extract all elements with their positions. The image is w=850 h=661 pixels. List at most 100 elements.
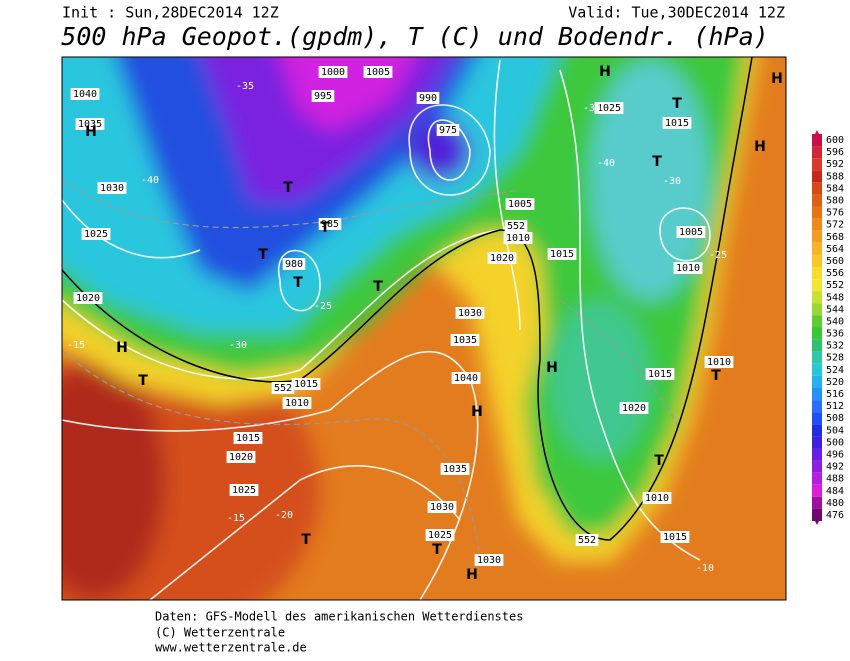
low-pressure-mark: T: [138, 373, 148, 389]
colorbar-label: 564: [826, 244, 844, 255]
init-time: Init : Sun,28DEC2014 12Z: [62, 4, 279, 22]
isobar-label-box: [450, 334, 480, 346]
colorbar-swatch: [812, 206, 822, 219]
colorbar-swatch: [812, 194, 822, 207]
isobar-label: 1010: [285, 398, 309, 409]
colorbar-swatch: [812, 460, 822, 473]
isobar-label-box: [504, 220, 528, 232]
isobar-label-box: [425, 529, 455, 541]
isobar-label: 1020: [622, 403, 646, 414]
isobar-label-box: [642, 492, 672, 504]
colorbar-swatch: [812, 351, 822, 364]
low-pressure-mark: T: [711, 368, 721, 384]
temperature-label: -10: [696, 563, 714, 574]
colorbar-label: 524: [826, 365, 844, 376]
isobar-label-box: [673, 262, 703, 274]
isobar-label-box: [97, 182, 127, 194]
colorbar-label: 504: [826, 425, 844, 436]
isobar-label: 1015: [294, 379, 318, 390]
colorbar-swatch: [812, 218, 822, 231]
colorbar-swatch: [812, 496, 822, 509]
colorbar-swatch: [812, 133, 822, 147]
isobar-label: 1005: [366, 67, 390, 78]
valid-time: Valid: Tue,30DEC2014 12Z: [568, 4, 785, 22]
colorbar-swatch: [812, 400, 822, 413]
colorbar-label: 532: [826, 341, 844, 352]
colorbar-label: 572: [826, 220, 844, 231]
isobar-label: 1035: [78, 119, 102, 130]
isobar-label-box: [575, 534, 599, 546]
isobar-label-box: [547, 248, 577, 260]
footer-url: www.wetterzentrale.de: [155, 641, 307, 655]
colorbar-swatch: [812, 170, 822, 183]
colorbar-swatch: [812, 291, 822, 304]
isobar-label: 1010: [506, 233, 530, 244]
colorbar-label: 548: [826, 292, 844, 303]
isobar-label: 975: [439, 125, 457, 136]
colorbar-label: 568: [826, 232, 844, 243]
colorbar-swatch: [812, 363, 822, 376]
low-pressure-mark: T: [301, 532, 311, 548]
isobar-label: 1015: [665, 118, 689, 129]
isobar-label-box: [676, 226, 706, 238]
colorbar-swatch: [812, 158, 822, 171]
map-field: 1040 1035 1030 1025 1020 1005 1000 995 990 985 980…: [62, 57, 786, 600]
isobar-label: 1030: [430, 502, 454, 513]
colorbar-swatch: [812, 182, 822, 195]
colorbar-swatch: [812, 472, 822, 485]
colorbar-label: 540: [826, 316, 844, 327]
isobar-label-box: [226, 451, 256, 463]
isobar-label-box: [455, 307, 485, 319]
colorbar-swatch: [812, 387, 822, 401]
isobar-label-box: [363, 66, 393, 78]
isobar-label: 1020: [76, 293, 100, 304]
colorbar-label: 492: [826, 462, 844, 473]
colorbar-swatch: [812, 303, 822, 316]
isobar-label-box: [704, 356, 734, 368]
colorbar-swatch: [812, 508, 822, 522]
temperature-label: -15: [227, 513, 245, 524]
isobar-label: 1020: [229, 452, 253, 463]
isobar-label-box: [474, 554, 504, 566]
colorbar-swatch: [812, 279, 822, 292]
map-frame: [61, 56, 787, 601]
isobar-label: 1030: [100, 183, 124, 194]
isobar-label: 1015: [663, 532, 687, 543]
low-pressure-mark: T: [432, 542, 442, 558]
high-pressure-mark: H: [771, 71, 783, 87]
temperature-label: -40: [141, 175, 159, 186]
colorbar-swatch: [812, 146, 822, 159]
isobar-label: 1005: [679, 227, 703, 238]
isobar-label-box: [503, 232, 533, 244]
temperature-label: -35: [236, 81, 254, 92]
isobar-label: 1005: [508, 199, 532, 210]
temperature-label: -25: [314, 301, 332, 312]
high-pressure-mark: H: [85, 124, 97, 140]
isobar-label-box: [75, 118, 105, 130]
colorbar-label: 584: [826, 183, 844, 194]
isobar-label-box: [271, 382, 295, 394]
map-title: 500 hPa Geopot.(gpdm), T (C) und Bodendr…: [61, 22, 768, 51]
isobar-label-box: [233, 432, 263, 444]
isobar-label-box: [594, 102, 624, 114]
colorbar-label: 488: [826, 474, 844, 485]
isobar-label: 1035: [453, 335, 477, 346]
high-pressure-mark: H: [116, 340, 128, 356]
isobar-label-box: [73, 292, 103, 304]
temperature-label: -20: [275, 510, 293, 521]
colorbar-label: 580: [826, 195, 844, 206]
isobar-label: 552: [578, 535, 596, 546]
low-pressure-mark: T: [654, 453, 664, 469]
low-pressure-mark: T: [652, 154, 662, 170]
isobar-label-box: [451, 372, 481, 384]
isobar-label-box: [416, 92, 440, 104]
isobar-label-box: [427, 501, 457, 513]
isobar-label-box: [619, 402, 649, 414]
isobar-label: 1025: [84, 229, 108, 240]
colorbar-label: 500: [826, 437, 844, 448]
isobar-label-box: [505, 198, 535, 210]
isobar-label-box: [70, 88, 100, 100]
colorbar-swatch: [812, 230, 822, 243]
isobar-label-box: [662, 117, 692, 129]
